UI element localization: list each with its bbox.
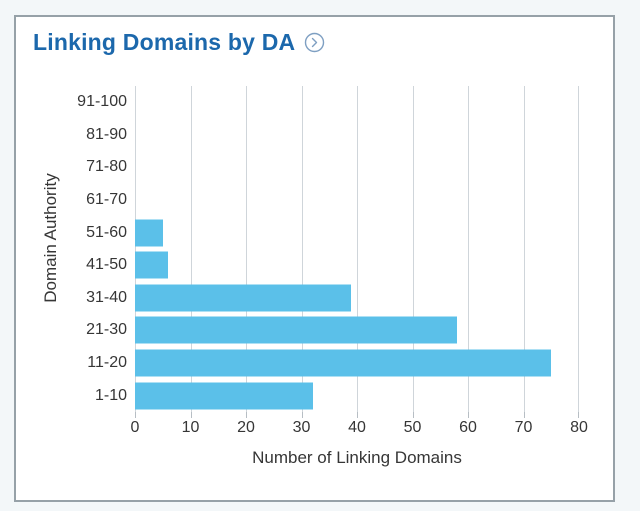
gridline — [412, 86, 414, 412]
bar-row — [135, 184, 579, 217]
gridline — [135, 86, 136, 412]
plot-area — [135, 86, 579, 418]
y-axis-tick-labels: 91-100 81-90 71-80 61-70 51-60 41-50 31-40 21-3… — [44, 86, 127, 412]
x-axis-tickmark — [468, 412, 469, 418]
x-tick-label: 30 — [292, 419, 311, 436]
gridline — [578, 86, 579, 412]
y-tick-label: 31-40 — [86, 288, 127, 306]
bar-row — [135, 249, 579, 282]
y-tick-label: 11-20 — [87, 354, 127, 372]
bar-row — [135, 86, 579, 119]
bar-rows — [135, 86, 579, 412]
gridline — [246, 86, 247, 412]
bar-row — [135, 119, 579, 152]
x-axis-tickmark — [578, 412, 579, 418]
x-axis-tickmark — [135, 412, 136, 418]
y-tick-label: 81-90 — [86, 125, 127, 143]
y-tick-label: 71-80 — [86, 158, 127, 176]
gridline — [523, 86, 525, 412]
x-tick-label: 50 — [403, 419, 422, 436]
bar-41-50 — [135, 251, 169, 279]
gridline — [301, 86, 303, 412]
y-tick-label: 1-10 — [94, 386, 127, 404]
chevron-right-circle-icon[interactable] — [304, 32, 325, 53]
card-title: Linking Domains by DA — [33, 29, 296, 55]
x-tick-label: 10 — [181, 419, 200, 436]
card-header: Linking Domains by DA — [33, 29, 325, 56]
y-tick-label: 61-70 — [86, 191, 127, 209]
y-tick-label: 41-50 — [86, 256, 127, 274]
y-tick-label: 91-100 — [77, 93, 127, 111]
x-axis-tickmark — [246, 412, 247, 418]
linking-domains-card: Linking Domains by DA Domain Authority 9… — [14, 15, 615, 502]
x-tick-label: 70 — [514, 419, 533, 436]
y-tick-label: 51-60 — [86, 223, 127, 241]
x-axis-title: Number of Linking Domains — [252, 448, 462, 467]
bar-row — [135, 216, 579, 249]
gridline — [468, 86, 469, 412]
x-tick-label: 80 — [570, 419, 588, 436]
bar-row — [135, 347, 579, 380]
x-axis-tickmark — [412, 412, 414, 418]
y-tick-label: 21-30 — [86, 321, 127, 339]
bar-row — [135, 282, 579, 315]
x-axis-tickmark — [357, 412, 358, 418]
x-axis-tickmark — [523, 412, 525, 418]
x-tick-label: 40 — [348, 419, 366, 436]
gridline — [357, 86, 358, 412]
gridline — [190, 86, 192, 412]
bar-31-40 — [135, 284, 352, 312]
bar-1-10 — [135, 382, 313, 410]
bar-row — [135, 314, 579, 347]
bar-11-20 — [135, 349, 552, 377]
bar-51-60 — [135, 219, 163, 247]
x-axis-tickmark — [190, 412, 192, 418]
x-axis-tick-labels: 0 10 20 30 40 50 60 70 80 — [131, 419, 588, 439]
x-tick-label: 60 — [459, 419, 477, 436]
x-axis-tickmark — [301, 412, 303, 418]
bar-row — [135, 379, 579, 412]
bar-21-30 — [135, 316, 457, 344]
bar-row — [135, 151, 579, 184]
x-tick-label: 0 — [130, 419, 140, 436]
x-tick-label: 20 — [237, 419, 255, 436]
